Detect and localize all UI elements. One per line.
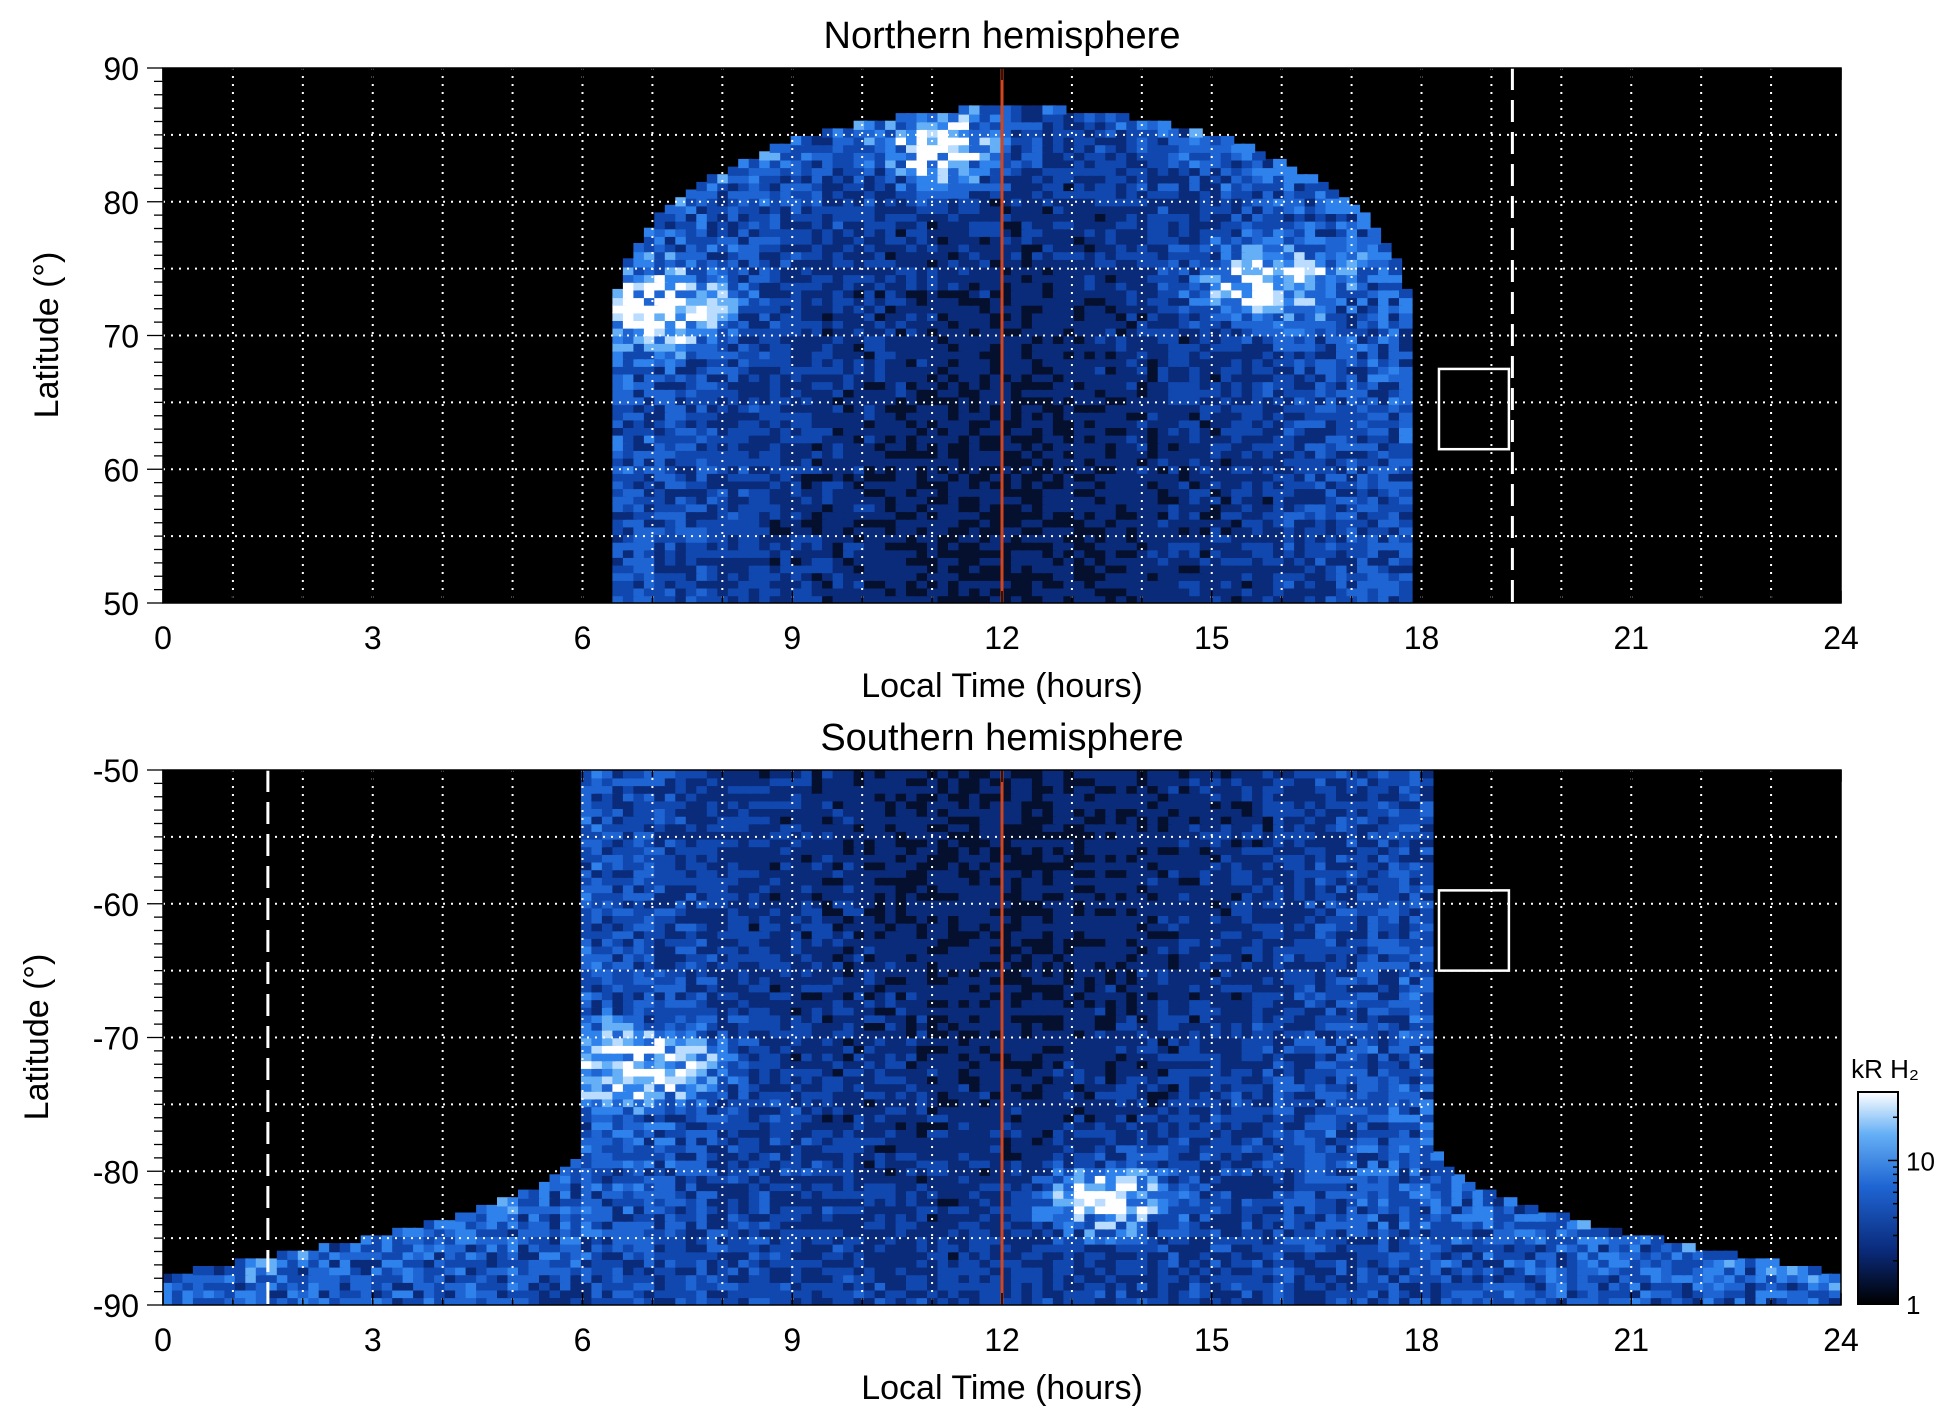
x-tick-label: 21: [1613, 620, 1649, 656]
y-tick-label: 80: [103, 185, 139, 221]
y-axis-label: Latitude (°): [28, 252, 66, 419]
x-axis-label: Local Time (hours): [861, 667, 1143, 705]
y-tick-label: 50: [103, 586, 139, 622]
colorbar-title: kR H₂: [1851, 1054, 1919, 1084]
x-tick-label: 0: [154, 620, 172, 656]
chart-title: Northern hemisphere: [824, 15, 1181, 57]
y-tick-label: 60: [103, 452, 139, 488]
x-tick-label: 18: [1404, 620, 1440, 656]
x-tick-label: 6: [574, 620, 592, 656]
x-tick-label: 3: [364, 1322, 382, 1358]
x-tick-label: 21: [1613, 1322, 1649, 1358]
x-tick-label: 9: [783, 620, 801, 656]
colorbar-ticks: 1 10: [1888, 1091, 1935, 1320]
y-tick-label: -90: [93, 1288, 139, 1324]
x-tick-label: 18: [1404, 1322, 1440, 1358]
x-tick-label: 3: [364, 620, 382, 656]
x-tick-label: 15: [1194, 1322, 1230, 1358]
y-tick-label: -50: [93, 753, 139, 789]
grid: [163, 770, 1841, 1305]
axis-ticks: 0 3 6 9 12 15 18 21 24 -90 -80 -70 -60 -50: [93, 753, 1859, 1358]
northern-hemisphere-panel: 0 3 6 9 12 15 18 21 24 50 60 70 80 90 Northern hemisp…: [28, 15, 1859, 705]
x-tick-label: 15: [1194, 620, 1230, 656]
y-tick-label: -80: [93, 1154, 139, 1190]
x-tick-label: 0: [154, 1322, 172, 1358]
emission-map: [163, 770, 1841, 1305]
southern-hemisphere-panel: 0 3 6 9 12 15 18 21 24 -90 -80 -70 -60 -50 Southern h…: [18, 717, 1859, 1407]
colorbar-gradient: [1857, 1091, 1899, 1305]
y-axis-label: Latitude (°): [18, 954, 56, 1121]
y-tick-label: -60: [93, 887, 139, 923]
y-tick-label: 90: [103, 51, 139, 87]
x-tick-label: 12: [984, 620, 1020, 656]
chart-title: Southern hemisphere: [820, 717, 1183, 759]
x-tick-label: 6: [574, 1322, 592, 1358]
y-tick-label: -70: [93, 1021, 139, 1057]
x-axis-label: Local Time (hours): [861, 1369, 1143, 1407]
axis-ticks: 0 3 6 9 12 15 18 21 24 50 60 70 80 90: [103, 51, 1858, 656]
x-tick-label: 24: [1823, 1322, 1859, 1358]
colorbar-tick-label: 10: [1906, 1146, 1935, 1176]
x-tick-label: 9: [783, 1322, 801, 1358]
region-box: [1437, 367, 1511, 451]
emission-map: [612, 105, 1413, 603]
region-box: [1437, 889, 1511, 972]
x-tick-label: 12: [984, 1322, 1020, 1358]
x-tick-label: 24: [1823, 620, 1859, 656]
colorbar: kR H₂ 1 10: [1851, 1054, 1935, 1320]
colorbar-tick-label: 1: [1906, 1290, 1920, 1320]
y-tick-label: 70: [103, 319, 139, 355]
